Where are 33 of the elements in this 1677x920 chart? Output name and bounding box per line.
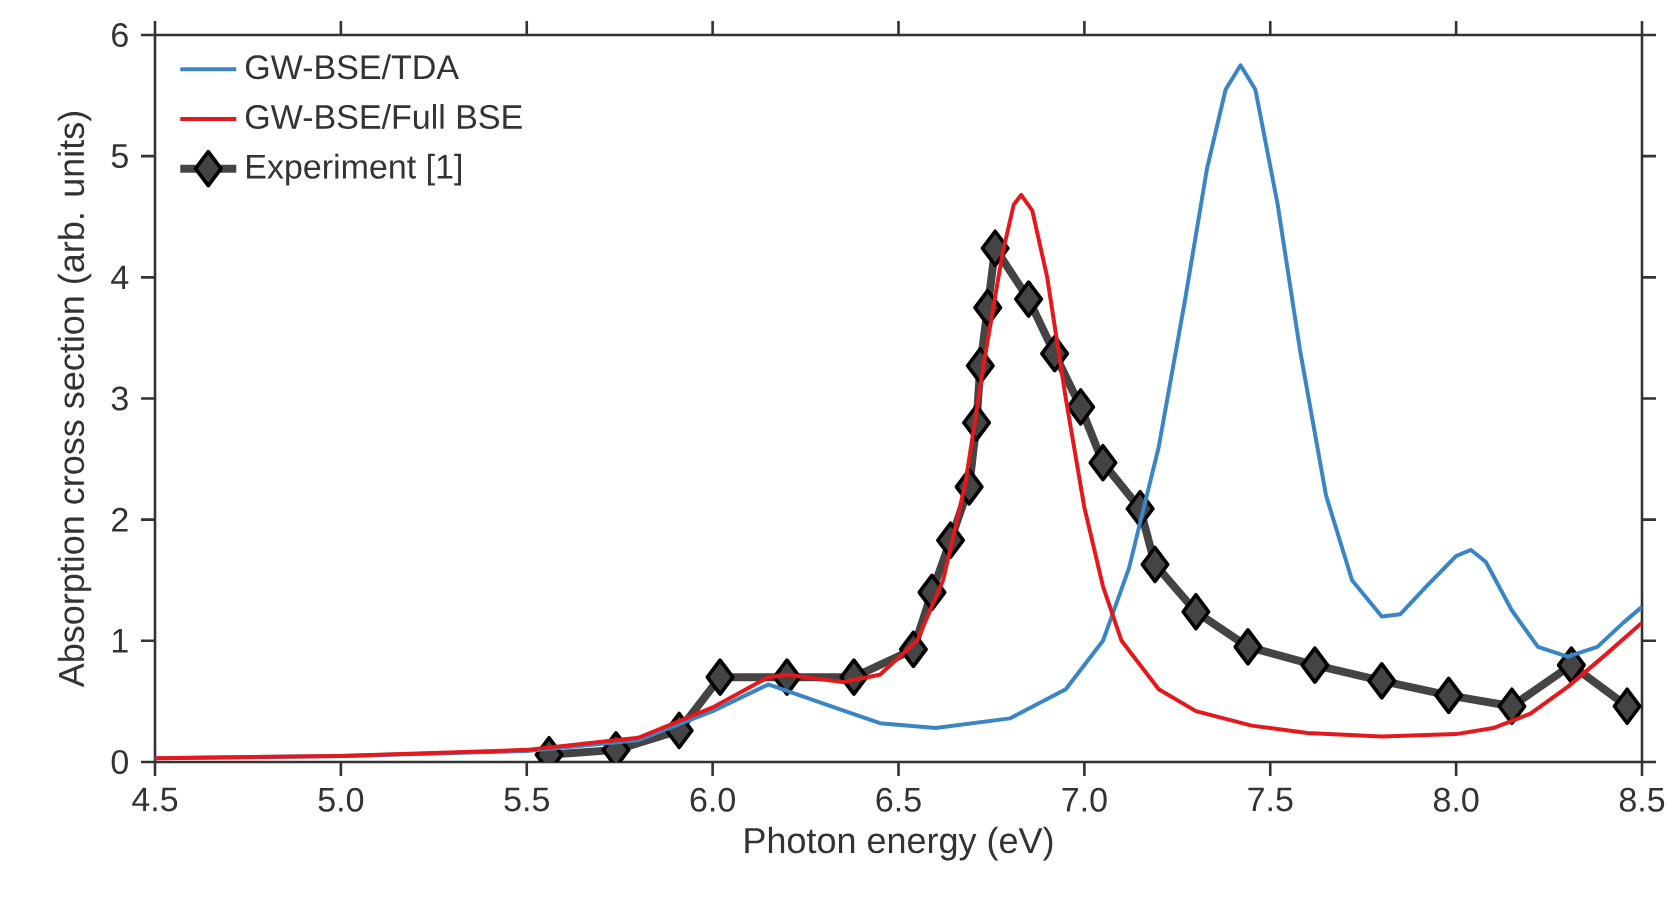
y-tick-label: 1 xyxy=(112,629,128,653)
x-tick-label: 5.5 xyxy=(504,787,549,812)
point xyxy=(1497,687,1527,726)
point xyxy=(1434,676,1464,715)
y-tick-label: 2 xyxy=(112,507,128,532)
y-tick-label: 0 xyxy=(111,749,128,775)
x-tick-label: 5.0 xyxy=(318,787,364,812)
x-tick-label: 7.0 xyxy=(1062,787,1107,812)
y-tick-label: 3 xyxy=(111,386,128,411)
point xyxy=(1140,545,1170,584)
x-axis-title: Photon energy (eV) xyxy=(745,826,1053,861)
point xyxy=(1233,628,1263,666)
x-tick-label: 6.5 xyxy=(876,787,921,812)
x-tick-label: 4.5 xyxy=(132,787,178,812)
point xyxy=(705,658,735,696)
point xyxy=(1066,388,1096,426)
point xyxy=(1181,592,1211,631)
x-tick-label: 8.0 xyxy=(1433,787,1479,812)
point xyxy=(1300,646,1330,684)
point xyxy=(1014,280,1044,318)
y-tick-label: 5 xyxy=(111,144,128,169)
x-tick-label: 6.0 xyxy=(690,787,735,812)
point xyxy=(1367,662,1397,700)
line-series xyxy=(155,192,1642,761)
x-tick-label: 7.5 xyxy=(1248,787,1293,812)
y-tick-label: 6 xyxy=(112,22,128,48)
legend-label: GW-BSE/TDA xyxy=(245,54,459,80)
x-tick-label: 8.5 xyxy=(1619,787,1665,812)
y-tick-label: 4 xyxy=(111,265,129,290)
y-axis-title: Absorption cross section (arb. units) xyxy=(57,112,92,688)
legend-label: Experiment [1] xyxy=(247,153,461,186)
point xyxy=(1088,443,1118,482)
legend-label: GW-BSE/Full BSE xyxy=(245,104,522,130)
